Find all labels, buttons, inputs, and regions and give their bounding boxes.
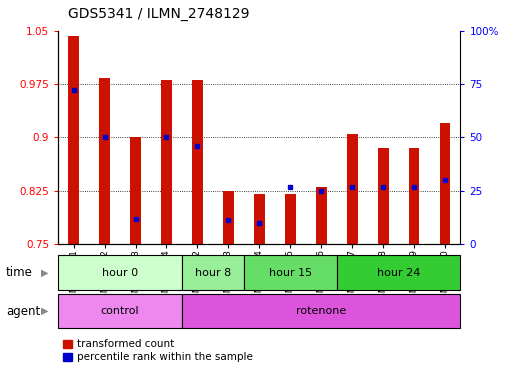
Bar [243, 255, 336, 290]
Bar [161, 81, 172, 244]
Bar [315, 187, 326, 244]
Bar [439, 123, 449, 244]
Text: hour 0: hour 0 [102, 268, 138, 278]
Text: hour 24: hour 24 [376, 268, 420, 278]
Bar [346, 134, 357, 244]
Bar [377, 148, 388, 244]
Bar [408, 148, 419, 244]
Bar [191, 81, 203, 244]
Text: time: time [6, 266, 33, 279]
Bar [336, 255, 460, 290]
Bar [223, 190, 233, 244]
Bar [182, 294, 460, 328]
Bar [254, 194, 264, 244]
Bar [130, 137, 141, 244]
Bar [284, 194, 295, 244]
Bar [99, 78, 110, 244]
Text: ▶: ▶ [40, 268, 48, 278]
Text: agent: agent [6, 305, 40, 318]
Text: GDS5341 / ILMN_2748129: GDS5341 / ILMN_2748129 [68, 7, 249, 21]
Text: hour 8: hour 8 [194, 268, 231, 278]
Text: ▶: ▶ [40, 306, 48, 316]
Text: rotenone: rotenone [295, 306, 345, 316]
Bar [182, 255, 243, 290]
Bar [58, 294, 182, 328]
Legend: transformed count, percentile rank within the sample: transformed count, percentile rank withi… [63, 339, 252, 362]
Text: hour 15: hour 15 [268, 268, 311, 278]
Text: control: control [100, 306, 139, 316]
Bar [68, 36, 79, 244]
Bar [58, 255, 182, 290]
